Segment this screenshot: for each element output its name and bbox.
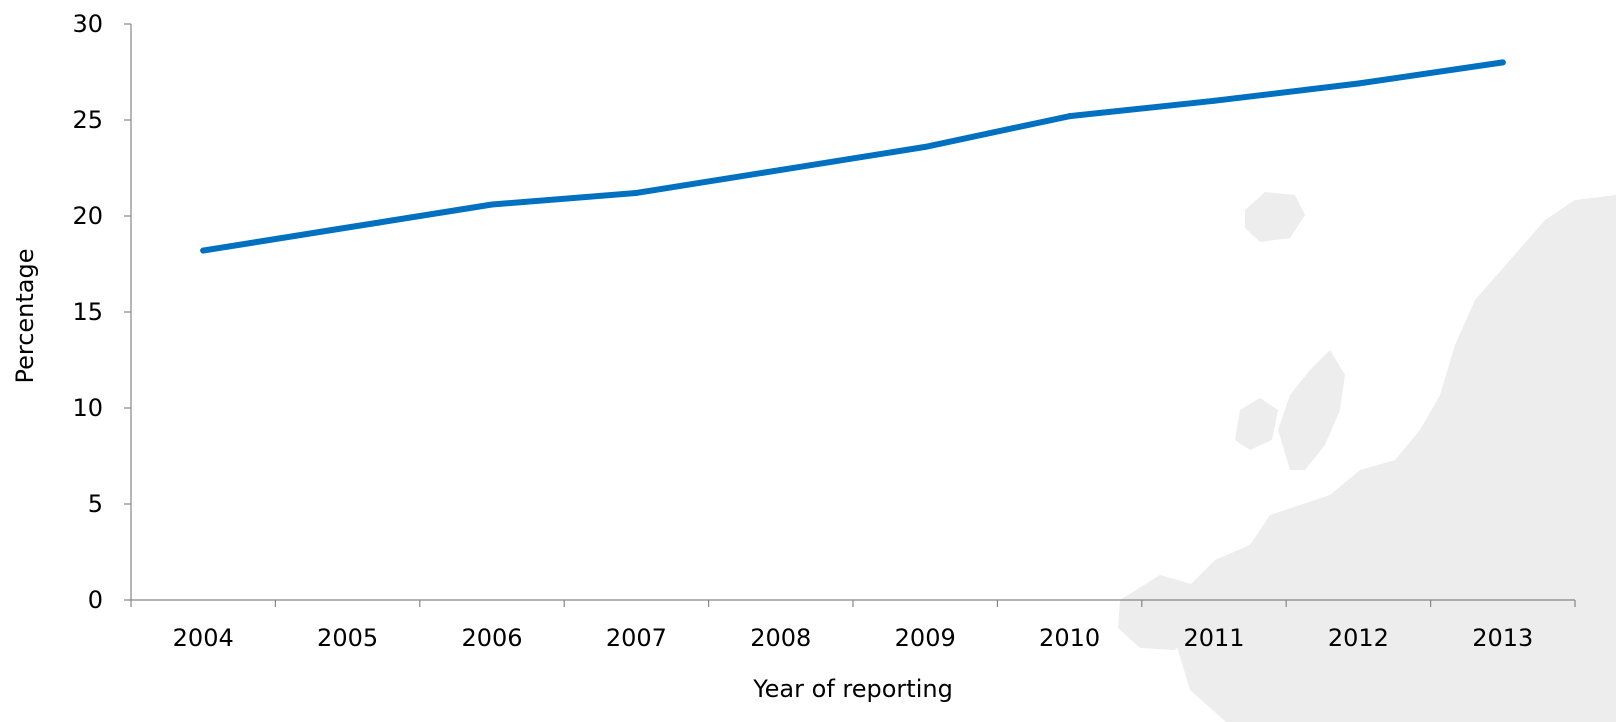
- y-tick-labels: 0 5 10 15 20 25 30: [72, 10, 103, 614]
- series-line: [200, 59, 1506, 254]
- axes: [124, 23, 1576, 607]
- data-point: [1066, 113, 1073, 120]
- data-point: [1355, 80, 1362, 87]
- data-point: [777, 166, 784, 173]
- data-point: [489, 201, 495, 208]
- data-point: [922, 143, 929, 150]
- x-tick-label: 2004: [173, 624, 234, 652]
- data-point: [200, 247, 207, 254]
- y-tick-label: 5: [88, 490, 103, 518]
- x-tick-label: 2009: [895, 624, 956, 652]
- x-axis-title: Year of reporting: [752, 675, 953, 703]
- data-point: [633, 189, 640, 196]
- europe-map-watermark: [1118, 192, 1616, 722]
- y-axis-title: Percentage: [11, 248, 39, 383]
- data-point: [1211, 97, 1217, 104]
- x-tick-label: 2013: [1472, 624, 1533, 652]
- y-tick-label: 10: [72, 394, 103, 422]
- x-tick-label: 2010: [1039, 624, 1100, 652]
- y-tick-label: 20: [72, 202, 103, 230]
- x-tick-label: 2012: [1328, 624, 1389, 652]
- x-tick-label: 2007: [606, 624, 667, 652]
- data-point: [344, 224, 351, 231]
- x-tick-labels: 2004 2005 2006 2007 2008 2009 2010 2011 2012 2013: [173, 624, 1534, 652]
- y-tick-label: 25: [72, 106, 103, 134]
- x-tick-label: 2008: [750, 624, 811, 652]
- y-tick-label: 30: [72, 10, 103, 38]
- x-tick-label: 2006: [461, 624, 522, 652]
- data-point: [1499, 59, 1506, 66]
- y-tick-label: 0: [88, 586, 103, 614]
- x-tick-label: 2011: [1183, 624, 1244, 652]
- series-layer: [200, 59, 1506, 254]
- y-tick-label: 15: [72, 298, 103, 326]
- x-tick-label: 2005: [317, 624, 378, 652]
